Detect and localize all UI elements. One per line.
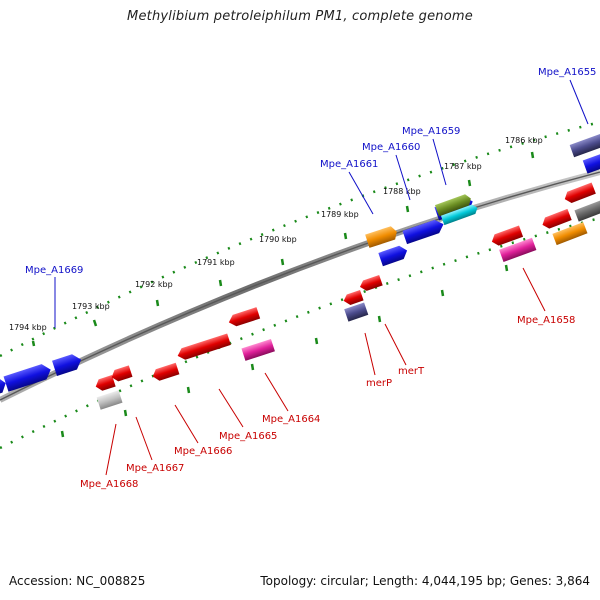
gene-red-rev-7[interactable] bbox=[540, 208, 572, 231]
gene-red-rev-merP[interactable] bbox=[342, 290, 364, 307]
gene-label-mpe-a1665[interactable]: Mpe_A1665 bbox=[219, 431, 277, 442]
gene-label-merT[interactable]: merT bbox=[398, 366, 425, 377]
gene-label-mpe-a1655[interactable]: Mpe_A1655 bbox=[538, 67, 596, 78]
tick-label-1788: 1788 kbp bbox=[383, 187, 421, 196]
tick-label-1789: 1789 kbp bbox=[321, 210, 359, 219]
topology-text: Topology: circular; Length: 4,044,195 bp… bbox=[260, 574, 590, 588]
gene-red-rev-4[interactable] bbox=[176, 333, 231, 361]
gene-red-rev-1[interactable] bbox=[94, 375, 116, 392]
gene-magenta-rev-2[interactable] bbox=[499, 237, 537, 262]
gene-blue-fwd-7[interactable] bbox=[582, 151, 600, 174]
leader-lines-blue bbox=[54, 79, 589, 328]
gene-red-rev-5[interactable] bbox=[227, 307, 261, 328]
gene-slate-fwd[interactable] bbox=[569, 133, 600, 158]
accession-text: Accession: NC_008825 bbox=[9, 574, 146, 588]
gene-red-rev-3[interactable] bbox=[151, 362, 180, 382]
tick-label-1786: 1786 kbp bbox=[505, 136, 543, 145]
map-title: Methylibium petroleiphilum PM1, complete… bbox=[127, 9, 473, 24]
outer-major-ticks bbox=[31, 151, 535, 347]
gene-red-rev-6[interactable] bbox=[490, 225, 524, 247]
gene-label-mpe-a1659[interactable]: Mpe_A1659 bbox=[402, 126, 460, 137]
gene-label-mpe-a1664[interactable]: Mpe_A1664 bbox=[262, 414, 320, 425]
gene-cyan-fwd[interactable] bbox=[440, 203, 479, 226]
tick-label-1787: 1787 kbp bbox=[444, 162, 482, 171]
gene-dark-rev[interactable] bbox=[574, 199, 600, 222]
gene-red-rev-8[interactable] bbox=[563, 182, 596, 204]
gene-label-mpe-a1658[interactable]: Mpe_A1658 bbox=[517, 315, 575, 326]
gene-orange-fwd[interactable] bbox=[365, 225, 399, 248]
inner-major-ticks bbox=[60, 264, 509, 438]
gene-blue-fwd-2[interactable] bbox=[3, 362, 54, 392]
gene-label-mpe-a1668[interactable]: Mpe_A1668 bbox=[80, 479, 138, 490]
gene-blue-fwd-4[interactable] bbox=[378, 244, 409, 267]
gene-blue-fwd-3[interactable] bbox=[52, 352, 84, 376]
tick-label-1791: 1791 kbp bbox=[197, 258, 235, 267]
leader-lines-red bbox=[105, 267, 546, 476]
tick-label-1792: 1792 kbp bbox=[135, 280, 173, 289]
gene-slate-rev[interactable] bbox=[344, 302, 369, 322]
genome-backbone bbox=[0, 169, 600, 403]
gene-red-rev-merT[interactable] bbox=[358, 274, 383, 293]
gene-label-mpe-a1661[interactable]: Mpe_A1661 bbox=[320, 159, 378, 170]
tick-label-1793: 1793 kbp bbox=[72, 302, 110, 311]
gene-olive-fwd[interactable] bbox=[434, 193, 473, 217]
tick-label-1790: 1790 kbp bbox=[259, 235, 297, 244]
forward-genes bbox=[0, 133, 600, 396]
gene-orange-rev[interactable] bbox=[552, 222, 588, 246]
gene-magenta-rev-1[interactable] bbox=[241, 338, 275, 361]
gene-label-mpe-a1669[interactable]: Mpe_A1669 bbox=[25, 265, 83, 276]
gene-label-mpe-a1666[interactable]: Mpe_A1666 bbox=[174, 446, 232, 457]
gene-red-rev-2[interactable] bbox=[110, 365, 133, 383]
gene-label-mpe-a1667[interactable]: Mpe_A1667 bbox=[126, 463, 184, 474]
gene-gray-rev[interactable] bbox=[96, 390, 123, 410]
gene-blue-fwd-1[interactable] bbox=[0, 376, 8, 396]
gene-label-merP[interactable]: merP bbox=[366, 378, 392, 389]
reverse-genes bbox=[94, 182, 600, 410]
tick-label-1794: 1794 kbp bbox=[9, 323, 47, 332]
gene-label-mpe-a1660[interactable]: Mpe_A1660 bbox=[362, 142, 420, 153]
gene-blue-fwd-5[interactable] bbox=[402, 218, 445, 245]
